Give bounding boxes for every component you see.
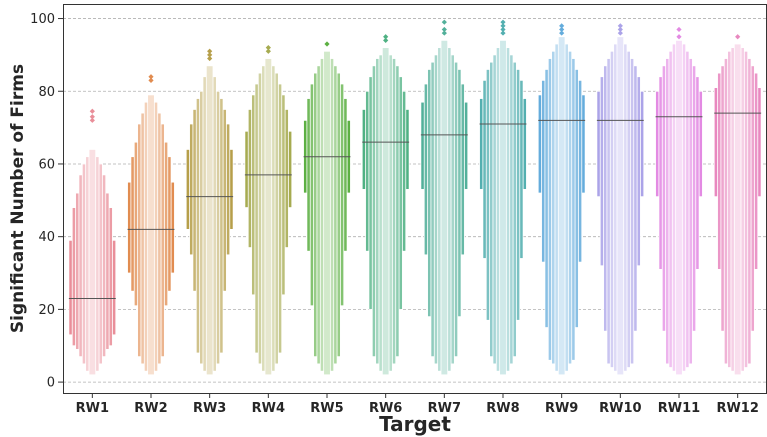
boxen-rw1: [68, 108, 117, 376]
x-tick-label: RW5: [310, 401, 343, 416]
boxen-level: [675, 39, 683, 376]
y-tick-label: 100: [30, 12, 55, 27]
x-tick-label: RW7: [428, 401, 461, 416]
boxen-level: [733, 43, 742, 376]
boxen-rw11: [655, 26, 703, 376]
boxen-level: [264, 58, 273, 376]
outlier-point: [441, 19, 447, 25]
x-tick-label: RW11: [658, 401, 700, 416]
outlier-point: [324, 41, 330, 47]
x-tick-label: RW9: [545, 401, 578, 416]
y-tick-label: 60: [38, 157, 55, 172]
boxen-level: [557, 36, 566, 376]
outlier-point: [617, 23, 623, 29]
x-tick-label: RW10: [599, 401, 641, 416]
boxen-rw2: [127, 74, 175, 376]
outlier-point: [617, 30, 623, 36]
boxen-rw12: [713, 34, 762, 376]
outlier-point: [148, 74, 154, 80]
x-tick-label: RW2: [134, 401, 167, 416]
boxen-rw5: [303, 41, 351, 376]
x-tick-label: RW12: [716, 401, 758, 416]
outlier-point: [441, 26, 447, 33]
outlier-point: [441, 30, 447, 36]
boxen-rw7: [420, 19, 469, 376]
outlier-point: [148, 77, 154, 83]
boxen-level: [616, 36, 625, 376]
boxen-rw3: [185, 48, 234, 376]
outlier-point: [735, 34, 741, 40]
outlier-point: [265, 48, 271, 54]
y-axis-label: Significant Number of Firms: [8, 64, 28, 333]
boxen-rw4: [244, 45, 293, 376]
boxen-level: [499, 39, 507, 376]
boxen-level: [323, 50, 331, 376]
outlier-point: [559, 30, 565, 36]
x-tick-label: RW8: [486, 401, 519, 416]
outlier-point: [383, 34, 389, 40]
outlier-point: [559, 23, 565, 29]
outlier-point: [207, 55, 213, 62]
boxen-rw9: [537, 23, 586, 376]
outlier-point: [89, 117, 95, 123]
y-tick-label: 0: [47, 376, 55, 391]
y-tick-label: 20: [38, 303, 55, 318]
x-tick-label: RW1: [76, 401, 109, 416]
x-axis-ticks: RW1 RW2 RW3 RW4 RW5 RW6 RW7 RW8 RW9 RW10 RW11 RW12: [76, 393, 759, 416]
boxen-rw8: [479, 19, 527, 376]
outlier-point: [500, 19, 506, 25]
outlier-point: [559, 26, 565, 33]
x-tick-label: RW4: [252, 401, 285, 416]
boxen-series: [68, 19, 762, 376]
y-tick-label: 80: [38, 85, 55, 100]
boxen-level: [440, 39, 449, 376]
boxen-level: [88, 149, 97, 376]
outlier-point: [500, 30, 506, 36]
x-tick-label: RW6: [369, 401, 402, 416]
boxen-level: [381, 47, 390, 376]
outlier-point: [207, 52, 213, 58]
outlier-point: [265, 45, 271, 51]
x-tick-label: RW3: [193, 401, 226, 416]
grid-lines: [63, 18, 767, 383]
outlier-point: [89, 114, 95, 120]
boxen-rw10: [596, 23, 645, 376]
outlier-point: [89, 108, 95, 114]
y-axis-ticks: 0 20 40 60 80 100: [30, 12, 63, 391]
boxen-level: [205, 65, 214, 376]
y-tick-label: 40: [38, 230, 55, 245]
outlier-point: [500, 23, 506, 29]
boxen-level: [147, 94, 155, 376]
outlier-point: [676, 34, 682, 40]
x-axis-label: Target: [379, 412, 451, 436]
outlier-point: [617, 26, 623, 33]
outlier-point: [676, 26, 682, 33]
outlier-point: [500, 26, 506, 33]
boxen-rw6: [361, 34, 410, 376]
outlier-point: [383, 37, 389, 43]
outlier-point: [207, 48, 213, 54]
